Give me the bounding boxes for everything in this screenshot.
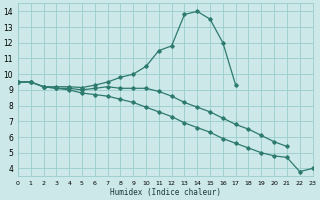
X-axis label: Humidex (Indice chaleur): Humidex (Indice chaleur)	[110, 188, 221, 197]
